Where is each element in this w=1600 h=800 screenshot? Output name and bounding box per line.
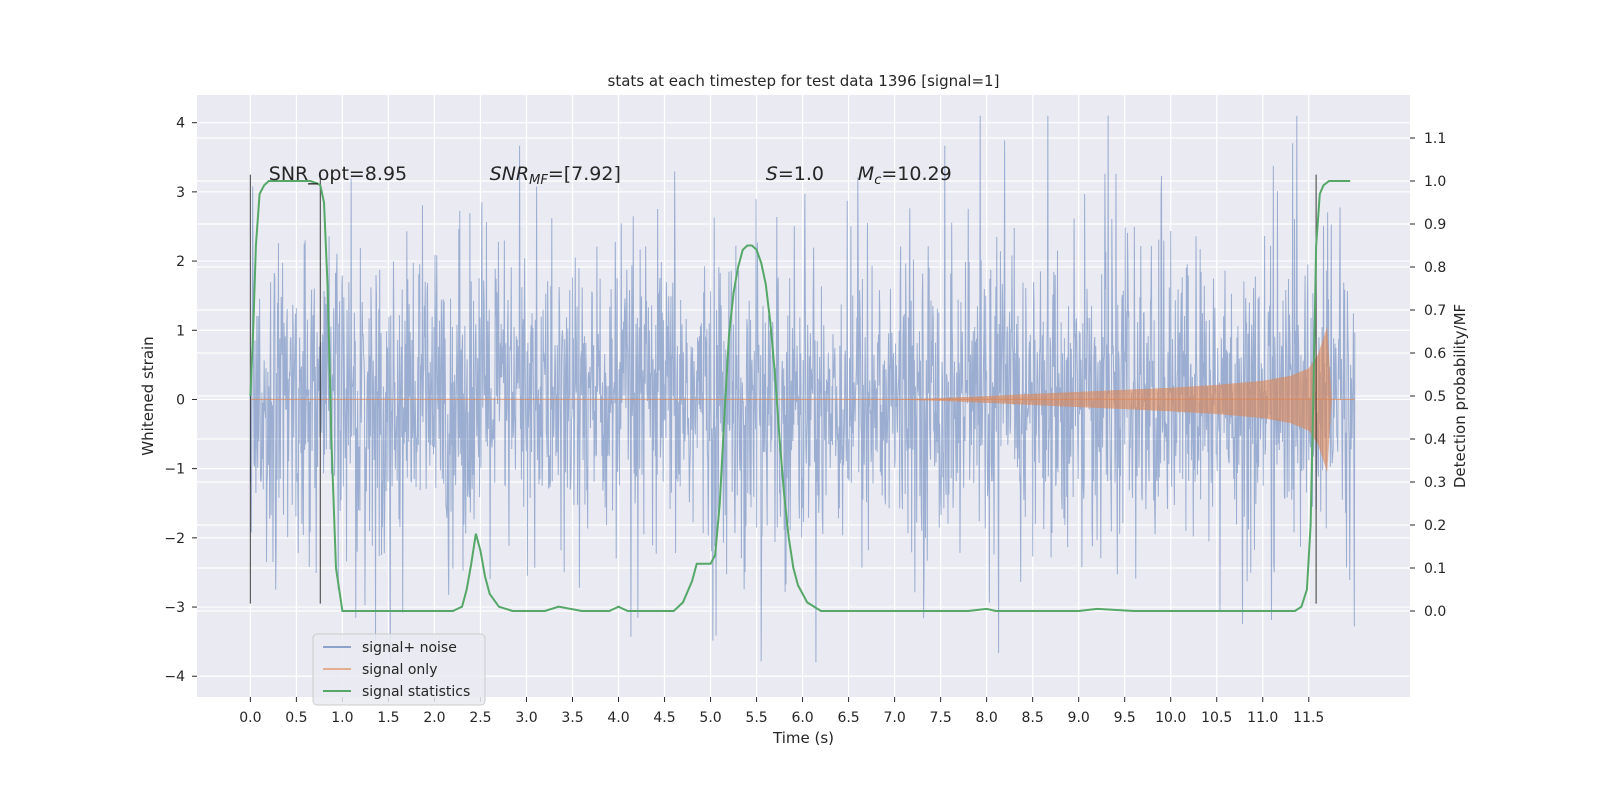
- annotation-0: SNR_opt=8.95: [269, 163, 407, 185]
- x-tick-label: 8.5: [1022, 710, 1044, 726]
- y-tick-label: 1: [176, 323, 185, 339]
- x-tick-label: 7.5: [929, 710, 951, 726]
- y2-tick-label: 0.9: [1424, 217, 1446, 233]
- legend-label-signal: signal only: [362, 662, 437, 678]
- y-tick-label: 0: [176, 392, 185, 408]
- y-tick-label: −2: [164, 531, 185, 547]
- x-tick-label: 9.5: [1114, 710, 1136, 726]
- x-tick-label: 6.0: [791, 710, 813, 726]
- plot-area: [249, 115, 1356, 663]
- y2-tick-label: 0.0: [1424, 604, 1446, 620]
- y2-tick-label: 0.3: [1424, 475, 1446, 491]
- y-tick-label: −4: [164, 669, 185, 685]
- y2-tick-label: 0.5: [1424, 389, 1446, 405]
- legend-label-statistics: signal statistics: [362, 684, 470, 700]
- y-axis-label: Whitened strain: [139, 336, 157, 455]
- x-tick-label: 7.0: [883, 710, 905, 726]
- annotations: SNR_opt=8.95 SNRMF=[7.92] S=1.0 Mc=10.29: [269, 163, 952, 188]
- y-tick-label: 3: [176, 185, 185, 201]
- annotation-2: S=1.0: [766, 163, 824, 185]
- x-tick-label: 4.0: [607, 710, 629, 726]
- x-tick-label: 2.0: [423, 710, 445, 726]
- x-tick-label: 4.5: [653, 710, 675, 726]
- x-tick-label: 10.0: [1155, 710, 1186, 726]
- x-tick-label: 6.5: [837, 710, 859, 726]
- x-tick-label: 5.0: [699, 710, 721, 726]
- x-tick-label: 1.0: [331, 710, 353, 726]
- y2-tick-label: 0.1: [1424, 561, 1446, 577]
- x-tick-label: 5.5: [745, 710, 767, 726]
- chart-title: stats at each timestep for test data 139…: [608, 72, 1000, 90]
- y-tick-label: −1: [164, 462, 185, 478]
- legend: signal+ noise signal only signal statist…: [312, 633, 486, 706]
- y-tick-label: 4: [176, 116, 185, 132]
- x-tick-label: 8.0: [976, 710, 998, 726]
- y2-tick-label: 0.7: [1424, 303, 1446, 319]
- x-tick-label: 0.0: [239, 710, 261, 726]
- x-tick-label: 3.5: [561, 710, 583, 726]
- axes: 0.0 0.5 1.0 1.5 2.0 2.5 3.0 3.5 4.0 4.5 5.0 5.5 6.0 6…: [164, 116, 1446, 726]
- y2-tick-label: 0.8: [1424, 260, 1446, 276]
- x-tick-label: 3.0: [515, 710, 537, 726]
- annotation-1: SNRMF=[7.92]: [490, 163, 621, 188]
- x-tick-label: 0.5: [285, 710, 307, 726]
- y-tick-label: −3: [164, 600, 185, 616]
- x-tick-label: 1.5: [377, 710, 399, 726]
- noise-series-line: [249, 115, 1356, 663]
- x-tick-label: 9.0: [1068, 710, 1090, 726]
- y2-tick-label: 0.2: [1424, 518, 1446, 534]
- y2-axis-label: Detection probability/MF: [1451, 304, 1469, 488]
- y2-tick-label: 1.1: [1424, 131, 1446, 147]
- y2-tick-label: 0.4: [1424, 432, 1446, 448]
- x-tick-label: 11.5: [1293, 710, 1324, 726]
- annotation-3: Mc=10.29: [858, 163, 952, 188]
- legend-box: [312, 633, 486, 706]
- x-axis-label: Time (s): [772, 729, 834, 747]
- x-tick-label: 10.5: [1201, 710, 1232, 726]
- y-tick-label: 2: [176, 254, 185, 270]
- legend-label-noise: signal+ noise: [362, 640, 457, 656]
- y2-tick-label: 1.0: [1424, 174, 1446, 190]
- x-tick-label: 2.5: [469, 710, 491, 726]
- y2-tick-label: 0.6: [1424, 346, 1446, 362]
- statistics-series-line: [249, 180, 1351, 612]
- x-tick-label: 11.0: [1247, 710, 1278, 726]
